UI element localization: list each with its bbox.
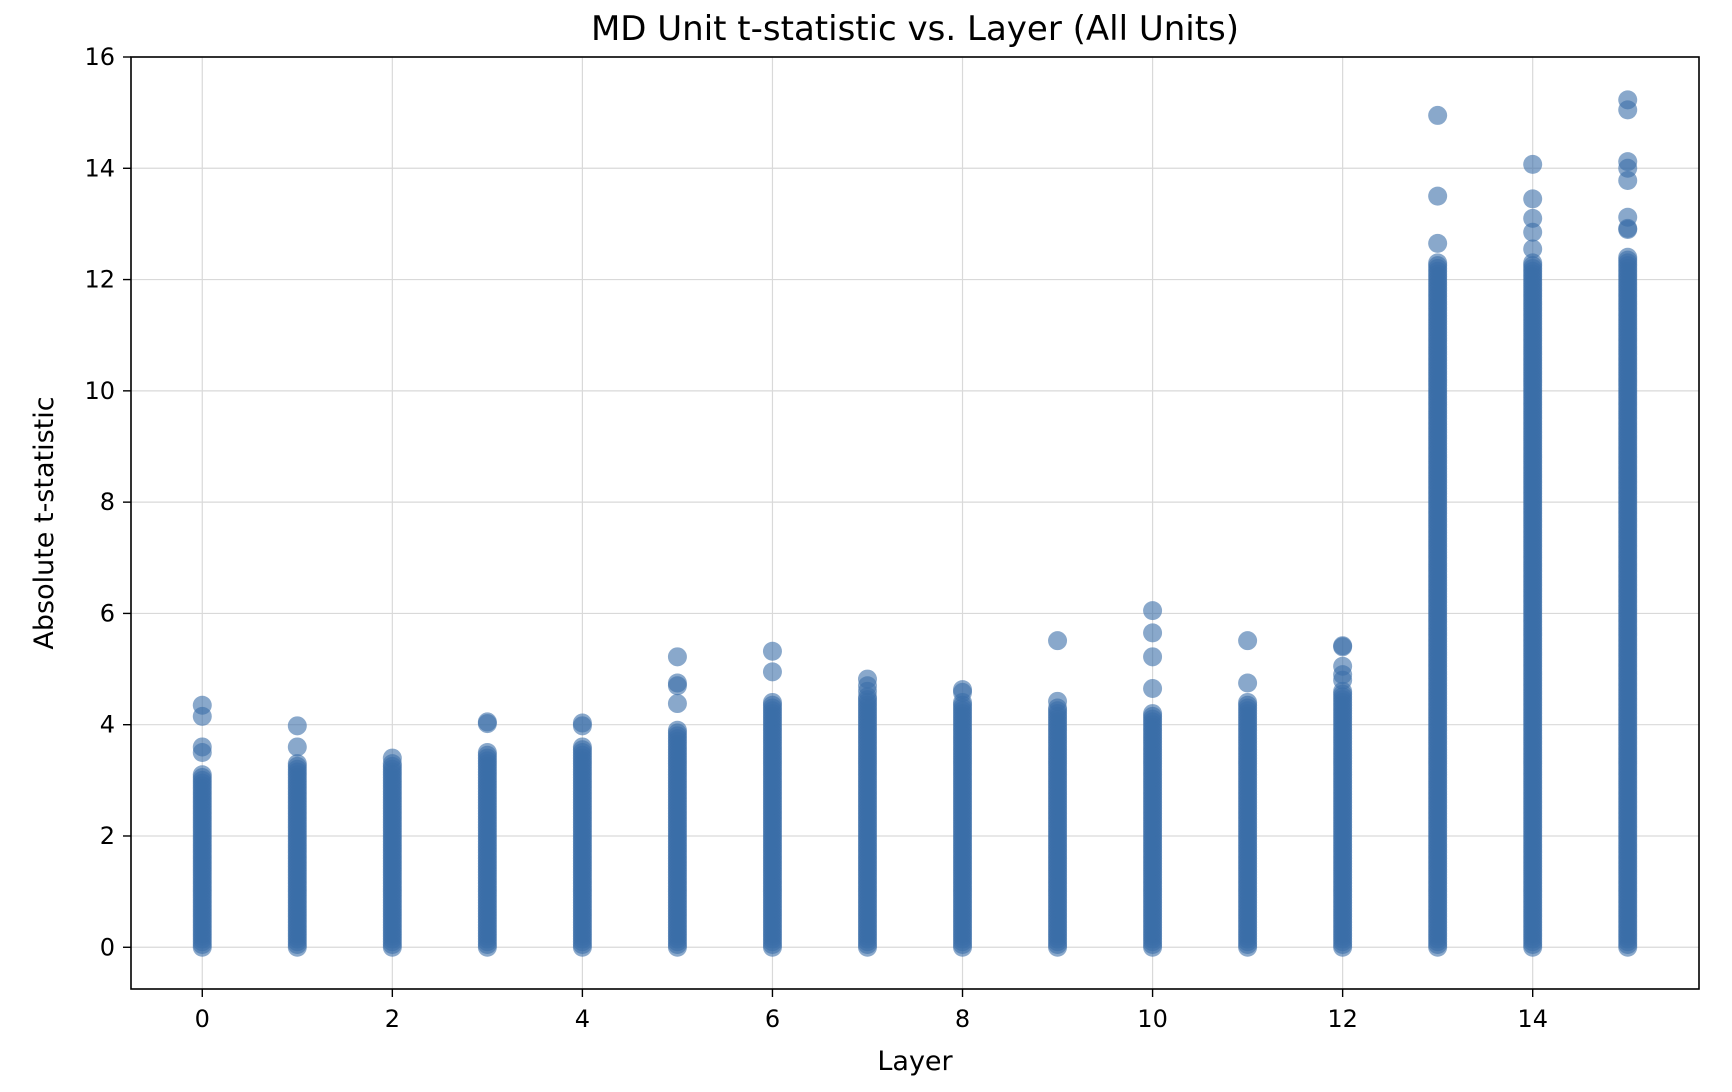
data-point-outlier (287, 716, 307, 736)
data-point-outlier (1523, 239, 1543, 259)
data-point-outlier (1523, 222, 1543, 242)
data-point-outlier (1618, 219, 1638, 239)
data-point-outlier (382, 748, 402, 768)
data-point-outlier (1143, 601, 1163, 621)
data-point-outlier (1333, 670, 1353, 690)
data-point-outlier (1143, 647, 1163, 667)
data-point-outlier (1333, 637, 1353, 657)
data-point (287, 754, 307, 774)
y-tick-label: 6 (100, 599, 115, 627)
y-tick-label: 8 (100, 488, 115, 516)
y-tick-label: 4 (100, 711, 115, 739)
data-point (1428, 253, 1448, 273)
data-point-outlier (1523, 208, 1543, 228)
x-tick-label: 10 (1137, 1005, 1168, 1033)
data-point-outlier (667, 647, 687, 667)
x-tick-label: 12 (1327, 1005, 1358, 1033)
y-tick-label: 0 (100, 933, 115, 961)
y-axis-label: Absolute t-statistic (29, 396, 60, 649)
data-point-outlier (192, 743, 212, 763)
x-tick-label: 4 (575, 1005, 590, 1033)
x-tick-label: 6 (765, 1005, 780, 1033)
data-point-outlier (762, 641, 782, 661)
data-point-outlier (1238, 673, 1258, 693)
data-point (572, 737, 592, 757)
data-point-outlier (1048, 631, 1068, 651)
x-tick-label: 0 (195, 1005, 210, 1033)
data-point (762, 692, 782, 712)
data-point-outlier (287, 737, 307, 757)
data-point-outlier (953, 682, 973, 702)
y-tick-label: 10 (84, 377, 115, 405)
x-tick-label: 2 (385, 1005, 400, 1033)
data-point (192, 765, 212, 785)
data-point (1523, 253, 1543, 273)
data-point-outlier (1618, 100, 1638, 120)
data-point-outlier (1618, 171, 1638, 191)
y-tick-label: 12 (84, 266, 115, 294)
grid-layer (131, 56, 1699, 989)
data-point-outlier (477, 714, 497, 734)
data-point-outlier (1523, 154, 1543, 174)
data-point (1238, 692, 1258, 712)
data-point-outlier (667, 676, 687, 696)
data-point-outlier (1143, 623, 1163, 643)
x-tick-label: 8 (955, 1005, 970, 1033)
data-point-outlier (192, 695, 212, 715)
data-point (1143, 704, 1163, 724)
data-point (477, 743, 497, 763)
points-layer (192, 90, 1638, 957)
data-point-outlier (1428, 233, 1448, 253)
data-point-outlier (572, 716, 592, 736)
plot-frame (130, 56, 1700, 990)
data-point-outlier (857, 681, 877, 701)
data-point-outlier (667, 694, 687, 714)
data-point-outlier (1238, 631, 1258, 651)
ticks-layer: 0 2 4 6 8 10 12 14 0 2 4 6 8 10 12 14 16 (84, 43, 1548, 1033)
data-point-outlier (1143, 679, 1163, 699)
data-point (1618, 247, 1638, 267)
data-point-outlier (1048, 691, 1068, 711)
chart-title: MD Unit t-statistic vs. Layer (All Units… (591, 9, 1239, 49)
y-tick-label: 14 (84, 154, 115, 182)
data-point-outlier (762, 662, 782, 682)
data-point-outlier (1523, 189, 1543, 209)
x-axis-label: Layer (877, 1046, 953, 1077)
data-point (667, 720, 687, 740)
y-tick-label: 2 (100, 822, 115, 850)
data-point-outlier (1428, 105, 1448, 125)
data-point-outlier (1428, 186, 1448, 206)
y-tick-label: 16 (84, 43, 115, 71)
x-tick-label: 14 (1517, 1005, 1548, 1033)
